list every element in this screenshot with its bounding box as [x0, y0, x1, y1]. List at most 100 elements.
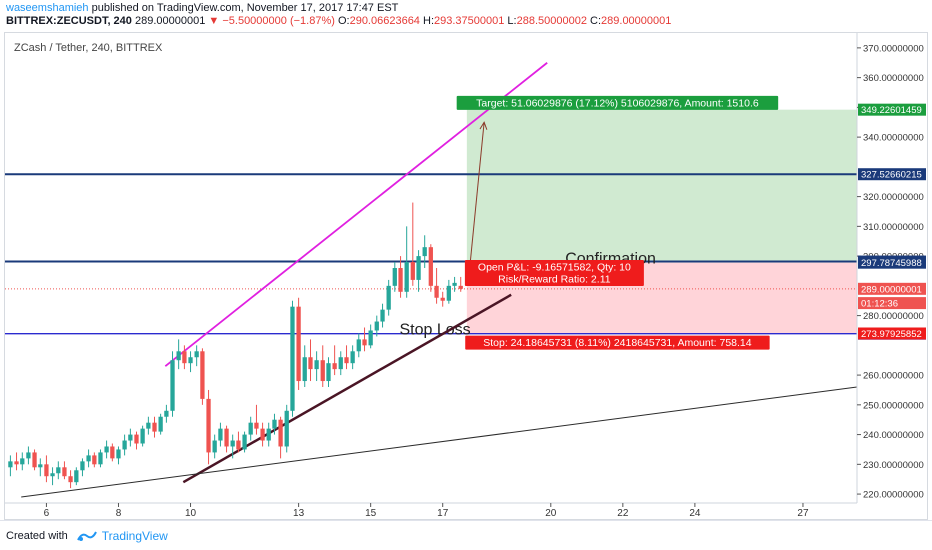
candle-body [416, 256, 421, 280]
candle-body [380, 309, 385, 322]
candle-body [14, 461, 19, 465]
chart-pane[interactable]: Confirmation Stop Loss Target: 51.06029876… [4, 32, 928, 520]
price-change: ▼ −5.50000000 (−1.87%) [208, 15, 335, 27]
candle-body [320, 360, 325, 382]
candle-body [434, 285, 439, 298]
projection-arrow-line [467, 122, 485, 286]
stop-tag: Stop: 24.18645731 (8.11%) 2418645731, Am… [465, 335, 770, 350]
y-tick-label: 220.00000000 [863, 490, 924, 501]
target-tag-text: Target: 51.06029876 (17.12%) 5106029876,… [476, 97, 759, 109]
candle-body [452, 282, 457, 286]
candle-body [20, 458, 25, 465]
candle-body [218, 428, 223, 441]
last-price: 289.00000001 [134, 15, 206, 27]
channel-upper-line [164, 62, 548, 367]
candle-body [374, 321, 379, 331]
candle-body [248, 422, 253, 435]
open-value: 290.06623664 [349, 15, 420, 27]
y-tick-label: 250.00000000 [863, 400, 924, 411]
candle-body [32, 452, 37, 468]
projection-arrow-head [479, 121, 488, 130]
tradingview-logo-icon [76, 531, 97, 541]
candle-body [62, 467, 67, 477]
candle-body [296, 306, 301, 382]
open-pl-tag-text: Open P&L: -9.16571582, Qty: 10 [478, 262, 631, 274]
axis-label-hline-327-text: 327.52660215 [861, 170, 922, 181]
x-tick-label: 17 [437, 508, 449, 519]
axis-label-hline-327-bg [858, 168, 926, 181]
price-label-countdown-text: 01:12:36 [861, 299, 898, 310]
candle-body [68, 476, 73, 483]
y-tick-label: 360.00000000 [863, 73, 924, 84]
candle-body [182, 351, 187, 364]
candle-body [50, 473, 55, 477]
author-link[interactable]: waseemshamieh [6, 2, 89, 14]
candle-body [176, 351, 181, 361]
y-tick-label: 230.00000000 [863, 460, 924, 471]
candle-body [458, 285, 463, 289]
candle-body [212, 440, 217, 453]
target-zone [466, 109, 857, 263]
publish-line: waseemshamieh published on TradingView.c… [6, 2, 926, 15]
long-support-line [21, 386, 858, 498]
candle-body [92, 455, 97, 465]
y-tick-label: 310.00000000 [863, 222, 924, 233]
price-label-target-text: 349.22601459 [861, 105, 922, 116]
candle-body [194, 351, 199, 358]
candle-body [56, 467, 61, 474]
candle-body [74, 470, 79, 483]
candle-body [116, 449, 121, 459]
candle-body [224, 428, 229, 447]
x-tick-label: 8 [116, 508, 122, 519]
chart-header: waseemshamieh published on TradingView.c… [0, 0, 932, 30]
brand-name: TradingView [101, 528, 168, 543]
symbol-label: BITTREX:ZECUSDT, 240 [6, 15, 132, 27]
candle-body [38, 464, 43, 468]
candle-body [404, 262, 409, 292]
candle-body [344, 357, 349, 364]
candle-body [284, 410, 289, 447]
candle-body [308, 357, 313, 370]
price-label-target: 349.22601459 [858, 103, 926, 116]
y-tick-label: 240.00000000 [863, 430, 924, 441]
candle-body [188, 357, 193, 364]
x-tick-label: 27 [797, 508, 809, 519]
candle-body [80, 461, 85, 471]
low-label: L: [507, 15, 517, 27]
created-with-text: Created with [6, 529, 68, 542]
stop-loss-label: Stop Loss [399, 322, 470, 339]
x-tick-label: 15 [365, 508, 377, 519]
target-tag-bg [456, 95, 779, 110]
candle-body [350, 351, 355, 364]
candle-body [392, 268, 397, 286]
close-value: 289.00000001 [601, 15, 672, 27]
high-value: 293.37500001 [434, 15, 505, 27]
candle-body [44, 464, 49, 477]
candle-body [422, 247, 427, 257]
axis-label-hline-327: 327.52660215 [858, 168, 926, 181]
open-pl-tag-bg [464, 260, 644, 287]
footer-bar: Created with TradingView [0, 520, 932, 550]
price-label-entry: 297.78745988 [858, 256, 926, 269]
candle-body [98, 452, 103, 465]
candle-body [428, 247, 433, 286]
x-tick-label: 13 [293, 508, 305, 519]
candle-body [164, 410, 169, 417]
close-label: C: [590, 15, 602, 27]
stop-tag-text: Stop: 24.18645731 (8.11%) 2418645731, Am… [483, 337, 752, 349]
candle-body [260, 428, 265, 441]
candle-body [242, 434, 247, 450]
published-text: published on TradingView.com, November 1… [91, 2, 399, 14]
tradingview-brand[interactable]: TradingView [76, 529, 168, 543]
open-pl-tag: Open P&L: -9.16571582, Qty: 10Risk/Rewar… [464, 260, 644, 287]
x-tick-label: 6 [44, 508, 50, 519]
candle-body [272, 419, 277, 429]
time-axis-bg [5, 503, 927, 519]
x-tick-label: 10 [185, 508, 197, 519]
candle-body [254, 422, 259, 429]
candle-body [200, 351, 205, 399]
candle-body [356, 339, 361, 352]
price-label-countdown: 01:12:36 [858, 297, 926, 310]
x-tick-label: 24 [689, 508, 701, 519]
